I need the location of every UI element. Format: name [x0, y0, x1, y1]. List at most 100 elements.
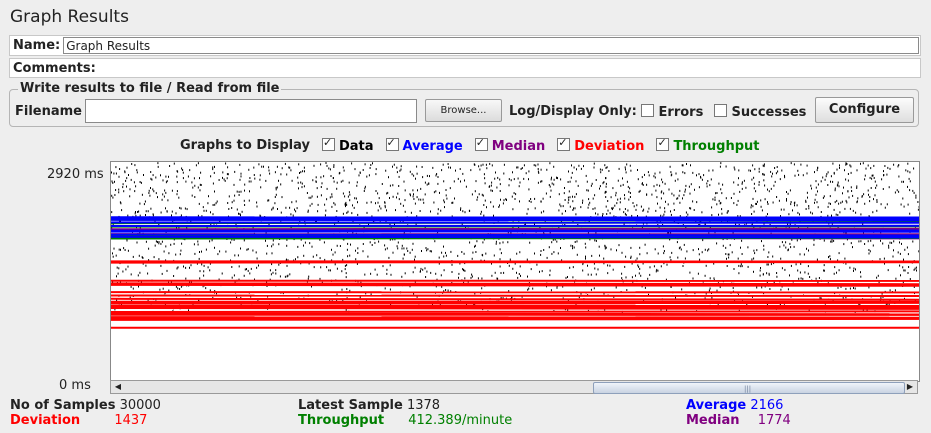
graph-toggle-median[interactable]: Median: [474, 136, 545, 154]
data-point: [625, 171, 627, 174]
data-point: [157, 162, 159, 165]
data-point: [398, 198, 400, 201]
scroll-left-arrow-icon[interactable]: ◀: [114, 382, 122, 391]
data-point: [868, 215, 870, 218]
data-point: [917, 201, 919, 203]
data-point: [266, 252, 268, 255]
data-point: [476, 198, 478, 201]
configure-button[interactable]: Configure: [815, 97, 914, 123]
name-field[interactable]: [63, 37, 919, 54]
data-point: [254, 278, 255, 281]
data-point: [567, 299, 569, 302]
scroll-right-arrow-icon[interactable]: ▶: [906, 382, 914, 391]
data-point: [248, 168, 250, 171]
data-point: [267, 199, 269, 202]
data-point: [234, 254, 236, 257]
data-point: [767, 201, 768, 204]
data-point: [384, 201, 386, 204]
data-point: [139, 181, 141, 183]
data-point: [437, 212, 439, 215]
data-point: [500, 252, 502, 255]
data-point: [324, 258, 326, 261]
data-point: [197, 240, 199, 243]
data-point: [808, 207, 810, 210]
data-point: [595, 273, 597, 276]
data-point: [121, 209, 123, 212]
data-point: [573, 246, 575, 249]
data-point: [720, 201, 722, 204]
data-point: [286, 173, 288, 176]
data-point: [278, 243, 280, 246]
data-point: [298, 187, 299, 190]
data-point: [737, 215, 739, 218]
errors-checkbox[interactable]: Errors: [641, 104, 703, 120]
median-checkbox[interactable]: [474, 136, 488, 151]
data-point: [761, 286, 763, 289]
data-point: [160, 242, 162, 245]
data-point: [474, 292, 476, 295]
deviation-checkbox[interactable]: [557, 136, 571, 151]
data-point: [441, 169, 443, 172]
data-point: [404, 210, 406, 213]
browse-button[interactable]: Browse...: [425, 99, 502, 122]
data-point: [725, 246, 727, 249]
data-point: [779, 178, 781, 181]
graph-horizontal-scrollbar[interactable]: ◀ ||| ▶: [110, 380, 918, 394]
average-checkbox[interactable]: [385, 136, 399, 151]
data-point: [670, 259, 672, 261]
data-point: [748, 169, 750, 172]
data-point: [602, 214, 603, 217]
graph-toggle-throughput[interactable]: Throughput: [656, 136, 760, 154]
graph-panel: [110, 161, 920, 382]
data-point: [661, 190, 663, 193]
data-point: [476, 240, 478, 243]
data-point: [562, 297, 564, 300]
successes-checkbox[interactable]: Successes: [714, 104, 806, 120]
throughput-checkbox[interactable]: [656, 136, 670, 151]
data-point: [286, 244, 288, 247]
data-point: [462, 210, 464, 213]
data-point: [840, 201, 842, 204]
data-point: [217, 253, 219, 256]
data-point: [874, 180, 876, 183]
data-point: [711, 296, 713, 299]
data-point: [710, 178, 712, 181]
data-point: [562, 205, 564, 208]
data-point: [856, 187, 858, 189]
data-point: [605, 246, 607, 249]
data-point: [907, 253, 909, 256]
name-row: Name:: [9, 35, 921, 56]
comments-row[interactable]: Comments:: [9, 58, 921, 78]
data-point: [804, 271, 806, 274]
data-point: [860, 240, 862, 243]
data-point: [553, 251, 555, 254]
data-point: [300, 181, 302, 184]
data-point: [508, 184, 510, 187]
data-checkbox[interactable]: [321, 136, 335, 151]
graph-toggle-deviation[interactable]: Deviation: [557, 136, 644, 154]
data-point: [853, 269, 854, 272]
data-point: [221, 272, 223, 275]
data-point: [541, 180, 543, 183]
data-point: [437, 182, 439, 185]
scrollbar-thumb[interactable]: |||: [593, 382, 905, 394]
data-point: [692, 277, 694, 280]
data-point: [647, 171, 649, 174]
data-point: [688, 185, 690, 188]
filename-input[interactable]: [85, 99, 417, 123]
errors-checkbox-box[interactable]: [641, 104, 654, 117]
data-point: [682, 171, 684, 174]
data-point: [873, 198, 874, 201]
graph-toggle-average[interactable]: Average: [385, 136, 463, 154]
data-point: [210, 175, 212, 178]
data-point: [516, 166, 518, 169]
data-point: [193, 243, 195, 246]
data-point: [192, 186, 194, 189]
graph-toggle-data[interactable]: Data: [321, 136, 374, 154]
data-point: [653, 185, 655, 188]
data-point: [700, 175, 701, 178]
data-point: [870, 239, 872, 242]
data-point: [539, 270, 540, 273]
successes-checkbox-box[interactable]: [714, 104, 727, 117]
data-point: [356, 181, 358, 184]
